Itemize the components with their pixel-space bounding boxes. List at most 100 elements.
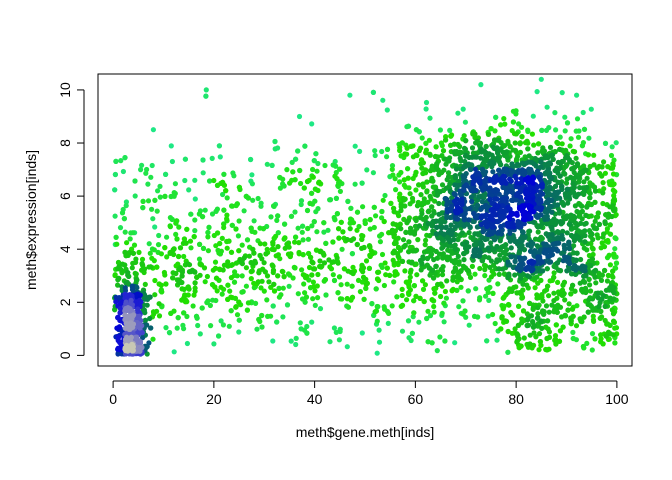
data-point <box>282 245 288 251</box>
data-point <box>298 198 305 204</box>
data-point <box>349 251 355 257</box>
data-point <box>482 171 488 178</box>
data-point <box>563 180 570 186</box>
data-point <box>266 279 272 285</box>
data-point <box>354 209 361 215</box>
data-point <box>406 239 412 245</box>
data-point <box>318 264 324 270</box>
data-point <box>439 310 445 316</box>
data-point <box>313 209 319 215</box>
data-point <box>162 245 168 251</box>
data-point <box>425 308 431 314</box>
data-point <box>390 250 396 256</box>
data-point <box>315 271 321 278</box>
data-point <box>433 144 439 150</box>
data-point <box>584 175 590 181</box>
data-point <box>423 237 429 243</box>
data-point <box>192 280 198 286</box>
data-point <box>181 295 187 301</box>
data-point <box>225 259 231 265</box>
data-point <box>208 323 214 329</box>
data-point <box>374 276 381 282</box>
data-point <box>409 330 415 336</box>
data-point <box>314 168 320 174</box>
data-point <box>163 281 169 287</box>
data-point <box>553 341 559 347</box>
data-point <box>571 250 577 256</box>
data-point <box>602 267 608 274</box>
data-point <box>300 223 306 229</box>
data-point <box>347 92 353 98</box>
data-point <box>296 240 302 246</box>
data-point <box>182 177 188 184</box>
data-point <box>239 257 245 263</box>
data-point <box>113 234 119 240</box>
data-point <box>536 331 543 337</box>
data-point <box>348 216 354 222</box>
data-point <box>483 150 489 156</box>
data-point <box>158 251 164 257</box>
data-point <box>530 324 537 330</box>
data-point <box>148 264 154 270</box>
data-point <box>439 182 446 188</box>
data-point <box>204 273 210 280</box>
data-point <box>500 306 506 312</box>
data-point <box>439 210 445 216</box>
data-point <box>573 194 579 200</box>
data-point <box>410 248 416 254</box>
data-point <box>538 319 545 325</box>
data-point <box>293 234 299 240</box>
data-point <box>471 242 477 248</box>
data-point <box>312 266 318 272</box>
data-point <box>376 339 383 345</box>
data-point <box>485 245 491 251</box>
data-point <box>601 159 607 165</box>
data-point <box>389 166 395 172</box>
data-point <box>574 116 581 122</box>
data-point <box>234 312 241 318</box>
data-point <box>545 318 551 324</box>
data-point <box>458 284 464 290</box>
data-point <box>613 140 619 146</box>
data-point <box>439 143 445 149</box>
data-point <box>449 203 455 210</box>
data-point <box>592 336 598 342</box>
data-point <box>453 166 460 172</box>
data-point <box>398 226 404 232</box>
data-point <box>505 204 511 210</box>
data-point <box>408 143 414 149</box>
data-point <box>567 260 573 267</box>
data-point <box>505 259 511 265</box>
data-point <box>112 213 118 219</box>
data-point <box>192 177 198 183</box>
data-point <box>516 121 522 127</box>
data-point <box>277 256 283 262</box>
data-point <box>487 196 493 202</box>
data-point <box>423 140 429 146</box>
data-point <box>436 171 442 178</box>
data-point <box>253 300 259 306</box>
data-point <box>399 140 405 146</box>
data-point <box>539 325 545 331</box>
data-point <box>588 288 594 294</box>
data-point <box>225 296 231 302</box>
data-point <box>349 294 356 300</box>
data-point <box>338 282 344 288</box>
data-point <box>532 275 538 281</box>
data-point <box>205 234 211 240</box>
data-point <box>164 234 170 240</box>
data-point <box>384 265 390 271</box>
data-point <box>131 242 138 248</box>
data-point <box>140 198 146 204</box>
data-point <box>443 225 449 231</box>
data-point <box>525 317 531 323</box>
data-point <box>143 344 149 350</box>
data-point <box>268 214 274 220</box>
data-point <box>281 183 287 189</box>
data-point <box>203 87 209 93</box>
data-point <box>310 279 316 285</box>
data-point <box>379 251 386 258</box>
data-point <box>183 240 189 246</box>
data-point <box>593 267 599 273</box>
data-point <box>236 299 242 305</box>
